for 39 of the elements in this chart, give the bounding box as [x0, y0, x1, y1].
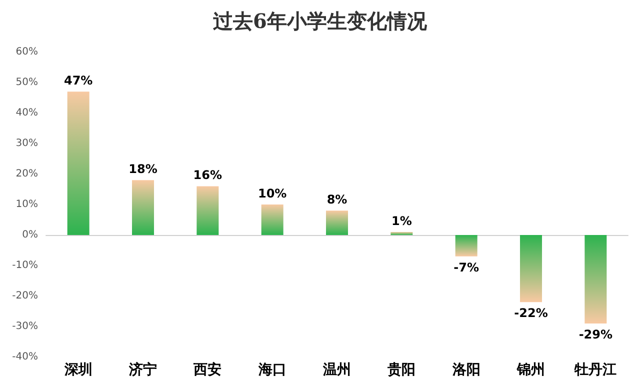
- y-tick-label: -40%: [12, 352, 38, 362]
- bar: [584, 235, 607, 324]
- data-label: 47%: [64, 74, 93, 88]
- bar: [261, 204, 284, 235]
- y-tick-label: 30%: [16, 138, 38, 149]
- bar: [390, 232, 413, 235]
- x-tick-label: 贵阳: [386, 362, 416, 378]
- y-tick-label: 20%: [16, 168, 38, 180]
- y-tick-label: 40%: [16, 108, 38, 118]
- x-tick-label: 锦州: [516, 362, 545, 378]
- bar: [132, 180, 154, 235]
- data-label: -7%: [454, 260, 480, 274]
- x-tick-label: 西安: [192, 361, 222, 378]
- y-tick-label: 10%: [16, 199, 38, 210]
- data-label: 10%: [258, 186, 287, 200]
- bar: [196, 186, 219, 235]
- y-tick-label: 50%: [16, 77, 38, 88]
- chart-title: 过去6年小学生变化情况: [212, 9, 428, 33]
- y-tick-label: 60%: [16, 46, 38, 58]
- x-tick-label: 洛阳: [451, 362, 480, 378]
- data-label: -29%: [578, 327, 613, 342]
- data-label: 8%: [326, 192, 348, 207]
- x-tick-label: 深圳: [63, 362, 92, 378]
- data-label: -22%: [514, 306, 548, 320]
- x-tick-label: 温州: [322, 362, 351, 378]
- bar: [520, 235, 542, 302]
- y-tick-label: -10%: [12, 260, 38, 271]
- x-tick-label: 海口: [257, 362, 286, 378]
- y-tick-label: 0%: [22, 230, 38, 240]
- x-tick-label: 牡丹江: [574, 362, 617, 378]
- data-label: 16%: [193, 168, 222, 182]
- data-label: 1%: [391, 214, 412, 228]
- data-label: 18%: [128, 162, 158, 176]
- x-tick-label: 济宁: [128, 361, 157, 378]
- bar: [326, 210, 348, 235]
- y-tick-label: -30%: [12, 321, 38, 332]
- bar: [455, 235, 478, 256]
- bar: [67, 92, 90, 235]
- y-tick-label: -20%: [12, 290, 38, 302]
